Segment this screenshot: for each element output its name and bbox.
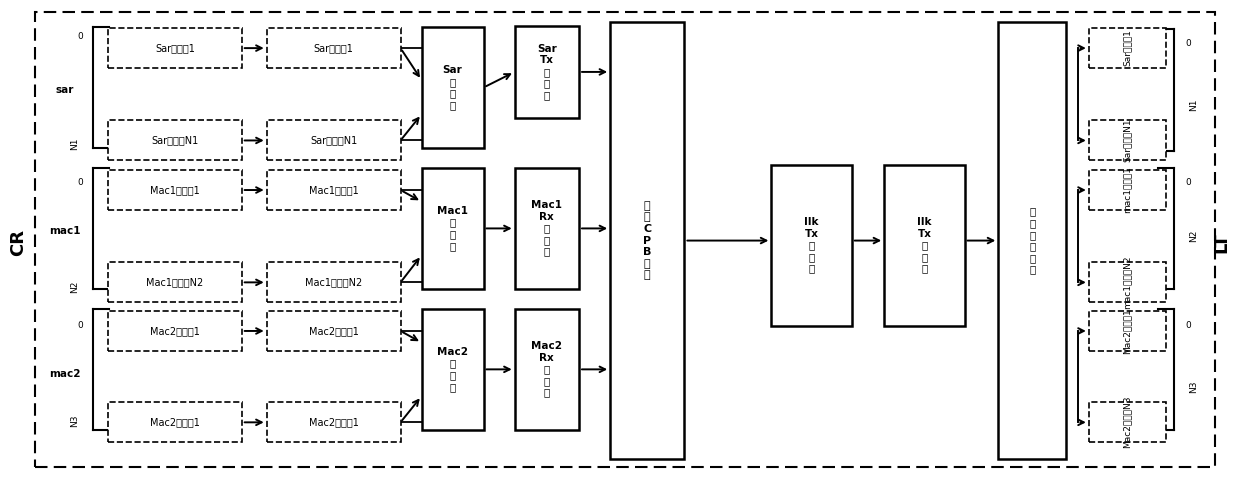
Text: Sar产生器N1: Sar产生器N1 (151, 135, 198, 145)
Text: Mac2产生器1: Mac2产生器1 (150, 417, 200, 427)
Text: Mac2
Rx
驱
动
器: Mac2 Rx 驱 动 器 (532, 341, 563, 398)
FancyBboxPatch shape (267, 28, 401, 68)
FancyBboxPatch shape (515, 26, 579, 118)
FancyBboxPatch shape (610, 22, 684, 459)
Text: Sar比较器N1: Sar比较器N1 (1122, 119, 1132, 162)
FancyBboxPatch shape (422, 27, 484, 148)
Text: CR: CR (10, 229, 27, 257)
Text: mac1比较器N2: mac1比较器N2 (1122, 255, 1132, 309)
Text: N1: N1 (69, 137, 79, 150)
FancyBboxPatch shape (267, 120, 401, 160)
Text: 通
道
解
映
射
器: 通 道 解 映 射 器 (1029, 207, 1035, 275)
Text: 0: 0 (1185, 39, 1190, 48)
Text: Sar比较器1: Sar比较器1 (1122, 30, 1132, 66)
Text: Mac1
Rx
驱
动
器: Mac1 Rx 驱 动 器 (532, 200, 563, 257)
FancyBboxPatch shape (771, 165, 852, 326)
Text: Mac2产生器1: Mac2产生器1 (150, 326, 200, 336)
Text: Ilk
Tx
解
调
器: Ilk Tx 解 调 器 (918, 217, 931, 274)
FancyBboxPatch shape (422, 168, 484, 289)
Text: N2: N2 (69, 280, 79, 293)
Text: mac2: mac2 (48, 369, 81, 379)
Text: mac1比较器1: mac1比较器1 (1122, 166, 1132, 213)
FancyBboxPatch shape (267, 402, 401, 442)
Text: Mac2发送器1: Mac2发送器1 (309, 326, 358, 336)
FancyBboxPatch shape (108, 262, 242, 302)
FancyBboxPatch shape (884, 165, 965, 326)
FancyBboxPatch shape (35, 12, 1215, 467)
Text: N2: N2 (1189, 229, 1199, 242)
Text: 0: 0 (78, 32, 83, 41)
Text: 0: 0 (78, 178, 83, 187)
Text: LT: LT (1213, 233, 1230, 253)
FancyBboxPatch shape (108, 311, 242, 351)
Text: N3: N3 (1189, 380, 1199, 393)
Text: mac1: mac1 (48, 226, 81, 236)
Text: N1: N1 (1189, 98, 1199, 111)
Text: Mac2比较器N3: Mac2比较器N3 (1122, 396, 1132, 449)
FancyBboxPatch shape (1089, 170, 1166, 210)
FancyBboxPatch shape (1089, 262, 1166, 302)
FancyBboxPatch shape (515, 309, 579, 430)
FancyBboxPatch shape (998, 22, 1066, 459)
Text: Mac2比较器1: Mac2比较器1 (1122, 308, 1132, 354)
Text: Mac2
调
度
器: Mac2 调 度 器 (438, 347, 469, 392)
Text: Mac1发送器N2: Mac1发送器N2 (305, 277, 362, 287)
Text: sar: sar (56, 85, 73, 95)
Text: Mac1产生器N2: Mac1产生器N2 (146, 277, 203, 287)
Text: Mac1产生器1: Mac1产生器1 (150, 185, 200, 195)
FancyBboxPatch shape (108, 120, 242, 160)
Text: Sar发送器1: Sar发送器1 (314, 43, 353, 53)
Text: 0: 0 (1185, 178, 1190, 187)
Text: Mac2发送器1: Mac2发送器1 (309, 417, 358, 427)
Text: Sar
调
度
器: Sar 调 度 器 (443, 65, 463, 110)
FancyBboxPatch shape (267, 170, 401, 210)
FancyBboxPatch shape (108, 402, 242, 442)
Text: Mac1发送器1: Mac1发送器1 (309, 185, 358, 195)
FancyBboxPatch shape (108, 28, 242, 68)
Text: 0: 0 (78, 321, 83, 330)
FancyBboxPatch shape (515, 168, 579, 289)
Text: Sar发送器N1: Sar发送器N1 (310, 135, 357, 145)
FancyBboxPatch shape (422, 309, 484, 430)
FancyBboxPatch shape (1089, 311, 1166, 351)
Text: Sar产生器1: Sar产生器1 (155, 43, 195, 53)
FancyBboxPatch shape (1089, 120, 1166, 160)
FancyBboxPatch shape (267, 262, 401, 302)
Text: Mac1
调
度
器: Mac1 调 度 器 (438, 206, 469, 251)
Text: 待
测
C
P
B
下
行: 待 测 C P B 下 行 (644, 201, 651, 280)
FancyBboxPatch shape (108, 170, 242, 210)
FancyBboxPatch shape (267, 311, 401, 351)
FancyBboxPatch shape (1089, 402, 1166, 442)
Text: Ilk
Tx
接
收
器: Ilk Tx 接 收 器 (805, 217, 818, 274)
Text: 0: 0 (1185, 321, 1190, 330)
Text: N3: N3 (69, 414, 79, 427)
FancyBboxPatch shape (1089, 28, 1166, 68)
Text: Sar
Tx
驱
动
器: Sar Tx 驱 动 器 (537, 44, 557, 100)
